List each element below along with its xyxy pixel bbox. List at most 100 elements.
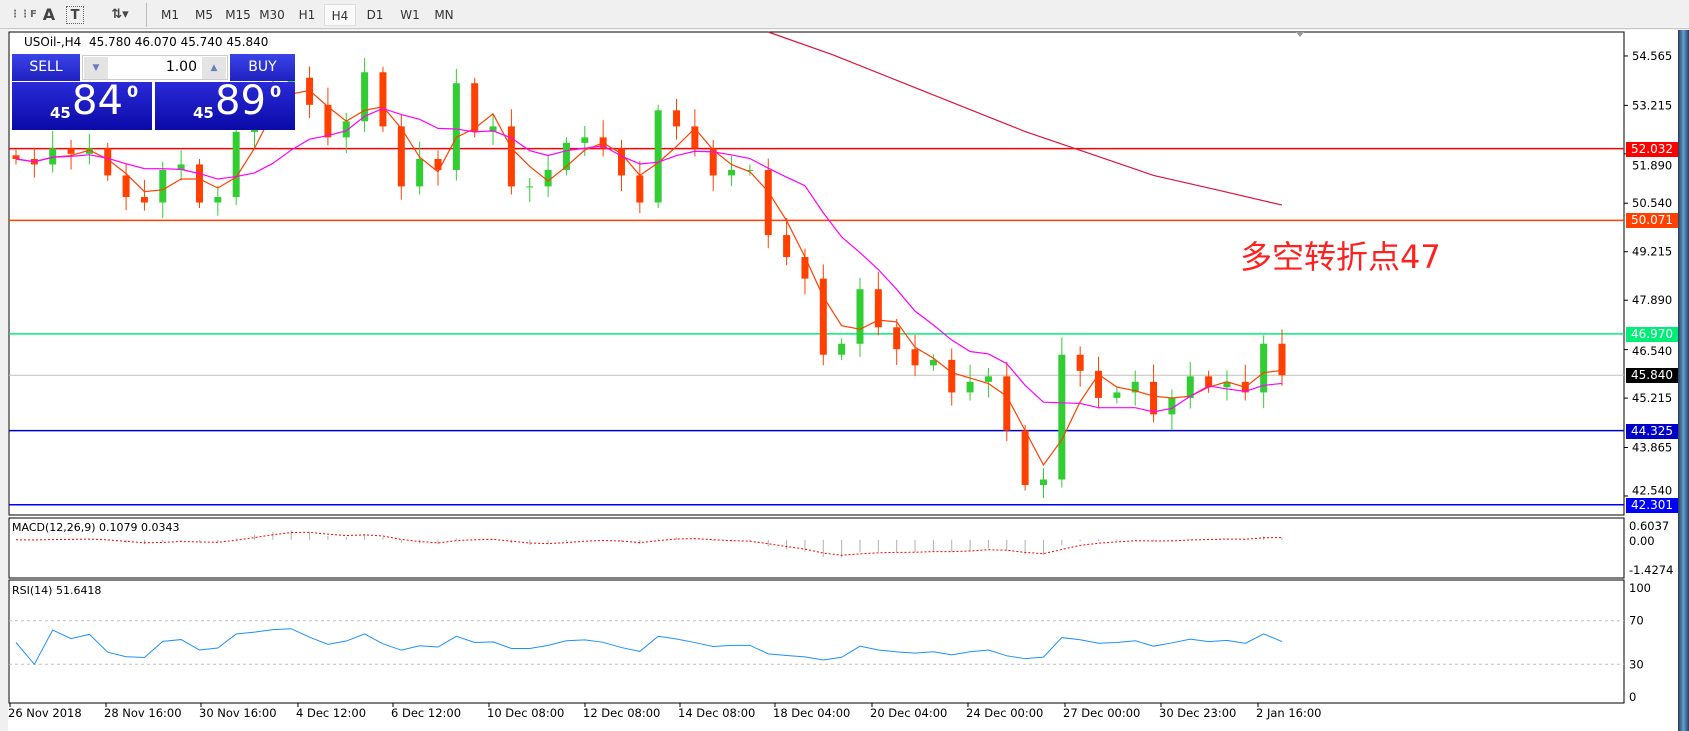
timeframe-m5[interactable]: M5 (195, 8, 213, 22)
price-level-label: 42.301 (1626, 497, 1689, 513)
candle-body (1168, 397, 1176, 415)
price-tick-label: 46.540 (1632, 344, 1672, 358)
macd-signal-line (15, 531, 1283, 556)
macd-tick-label: 0.00 (1629, 534, 1655, 548)
candle-body (140, 197, 148, 203)
candle-body (1278, 343, 1286, 376)
candle-body (452, 83, 460, 170)
price-tick-label: 43.865 (1632, 440, 1672, 454)
candle-body (416, 158, 424, 187)
rsi-tick-label: 30 (1629, 657, 1644, 671)
lot-size-input[interactable]: ▼ 1.00 ▲ (82, 55, 228, 80)
candle-body (306, 77, 314, 105)
candle-body (801, 257, 809, 279)
symbol-header: USOil-,H4 45.780 46.070 45.740 45.840 (24, 35, 268, 49)
candle-body (214, 197, 222, 203)
candle-body (948, 359, 956, 393)
time-tick-label: 30 Nov 16:00 (199, 706, 277, 720)
timeframe-m30[interactable]: M30 (259, 8, 285, 22)
sell-price-fraction: 0 (127, 82, 139, 101)
candle-body (195, 164, 203, 203)
lot-increase-button[interactable]: ▲ (202, 57, 226, 79)
candle-body (177, 164, 185, 170)
arrows-icon[interactable]: ⇅▾ (111, 7, 129, 22)
buy-price-pips: 89 (215, 78, 266, 124)
candle-body (49, 148, 57, 165)
timeframe-d1[interactable]: D1 (366, 8, 384, 22)
buy-price-fraction: 0 (270, 82, 282, 101)
timeframe-m1[interactable]: M1 (161, 8, 179, 22)
candle-body (617, 148, 625, 176)
candle-body (232, 131, 240, 198)
ma-long-line (768, 31, 1283, 206)
candle-body (728, 169, 736, 176)
macd-tick-label: 0.6037 (1629, 519, 1669, 533)
time-tick-label: 14 Dec 08:00 (678, 706, 756, 720)
candle-body (893, 327, 901, 350)
ohlc-values: 45.780 46.070 45.740 45.840 (88, 35, 269, 49)
timeframe-mn[interactable]: MN (434, 8, 454, 22)
candle-body (966, 381, 974, 393)
sell-price[interactable]: 45 84 0 (12, 78, 152, 130)
candle-body (874, 289, 882, 328)
scrollbar[interactable] (1678, 30, 1689, 731)
buy-price[interactable]: 45 89 0 (155, 78, 295, 130)
candle-body (489, 126, 497, 132)
time-tick-label: 10 Dec 08:00 (487, 706, 565, 720)
macd-label: MACD(12,26,9) 0.1079 0.0343 (12, 521, 180, 534)
candle-body (1021, 430, 1029, 485)
candle-body (819, 278, 827, 355)
time-tick-label: 26 Nov 2018 (8, 706, 82, 720)
candle-body (361, 72, 369, 122)
candle-body (783, 235, 791, 258)
text-label-icon[interactable]: T (66, 6, 84, 24)
lot-value[interactable]: 1.00 (165, 59, 197, 75)
price-level-label: 52.032 (1626, 141, 1689, 157)
sell-button[interactable]: SELL (12, 54, 80, 81)
candle-body (1076, 354, 1084, 371)
candle-body (636, 175, 644, 203)
candle-body (544, 169, 552, 187)
timeframe-m15[interactable]: M15 (225, 8, 251, 22)
candle-body (1039, 479, 1047, 485)
one-click-trading-panel: SELL ▼ 1.00 ▲ BUY 45 84 0 45 89 0 (12, 54, 295, 130)
price-tick-label: 49.215 (1632, 245, 1672, 259)
ma-mid-line (15, 107, 1283, 413)
chart-annotation: 多空转折点47 (1240, 238, 1441, 276)
macd-panel-frame (8, 517, 1625, 579)
candle-body (397, 126, 405, 187)
candle-body (1113, 392, 1121, 398)
candle-body (1205, 376, 1213, 388)
chart-window[interactable] (0, 30, 1678, 731)
lot-decrease-button[interactable]: ▼ (84, 57, 108, 79)
time-tick-label: 2 Jan 16:00 (1256, 706, 1322, 720)
timeframe-h4[interactable]: H4 (324, 4, 356, 26)
text-icon[interactable]: A (42, 5, 56, 24)
candle-body (1150, 381, 1158, 415)
candle-body (526, 186, 534, 188)
candle-body (746, 169, 754, 171)
timeframe-w1[interactable]: W1 (400, 8, 420, 22)
candle-body (471, 83, 479, 132)
grid-icon[interactable]: ⋮⋮F (10, 9, 37, 20)
rsi-tick-label: 100 (1629, 581, 1651, 595)
time-tick-label: 28 Nov 16:00 (104, 706, 182, 720)
time-tick-label: 6 Dec 12:00 (391, 706, 462, 720)
rsi-panel-frame (8, 579, 1625, 704)
candle-body (911, 349, 919, 366)
candle-body (104, 148, 112, 176)
price-tick-label: 54.565 (1632, 49, 1672, 63)
time-tick-label: 30 Dec 23:00 (1159, 706, 1237, 720)
candle-body (673, 110, 681, 127)
candle-body (12, 155, 20, 159)
buy-button[interactable]: BUY (230, 54, 295, 81)
sell-price-pips: 84 (72, 78, 123, 124)
price-tick-label: 53.215 (1632, 98, 1672, 112)
timeframe-h1[interactable]: H1 (298, 8, 316, 22)
candle-body (1058, 354, 1066, 480)
candle-body (1003, 376, 1011, 431)
candle-body (654, 110, 662, 203)
macd-tick-label: -1.4274 (1629, 563, 1673, 577)
buy-price-prefix: 45 (193, 104, 214, 122)
